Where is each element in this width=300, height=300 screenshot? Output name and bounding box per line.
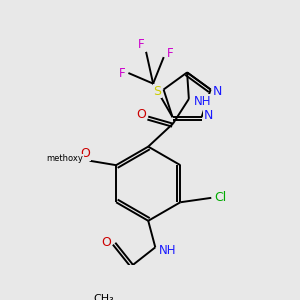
Text: O: O [136,108,146,121]
Text: F: F [138,38,145,51]
Text: NH: NH [159,244,176,257]
Text: N: N [204,109,213,122]
Text: methoxy: methoxy [46,154,83,164]
Text: F: F [119,67,125,80]
Text: S: S [153,85,161,98]
Text: NH: NH [194,95,212,108]
Text: O: O [80,147,90,160]
Text: N: N [213,85,222,98]
Text: CH₃: CH₃ [94,294,114,300]
Text: F: F [167,47,173,60]
Text: Cl: Cl [214,191,226,204]
Text: O: O [101,236,111,249]
